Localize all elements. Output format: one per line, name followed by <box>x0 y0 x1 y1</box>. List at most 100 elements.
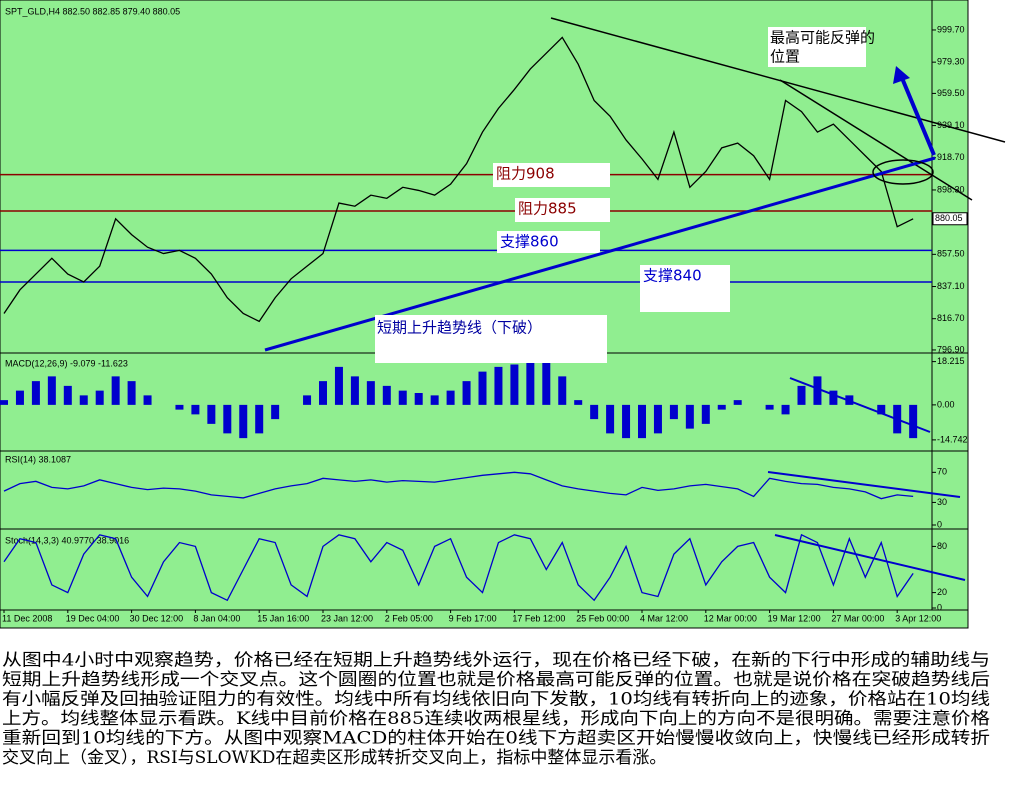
annotation-box <box>640 265 730 312</box>
level-label: 阻力885 <box>518 200 577 218</box>
paragraph-line: 从图中4小时中观察趋势，价格已经在短期上升趋势线外运行，现在价格已经下破，在新的… <box>2 651 990 671</box>
x-tick-label: 19 Dec 04:00 <box>66 613 120 623</box>
trend-line <box>779 79 973 201</box>
panel-title: SPT_GLD,H4 882.50 882.85 879.40 880.05 <box>5 6 180 16</box>
histogram-bar <box>590 404 599 420</box>
trend-line <box>774 534 966 581</box>
annotation: 最高可能反弹的 <box>770 29 875 47</box>
histogram-bar <box>398 390 407 405</box>
histogram-bar <box>382 385 391 405</box>
x-tick-label: 17 Feb 12:00 <box>512 613 565 623</box>
histogram-bar <box>733 400 742 405</box>
histogram-bar <box>669 404 678 420</box>
histogram-bar <box>223 404 232 434</box>
histogram-bar <box>829 390 838 405</box>
trend-line <box>789 377 931 433</box>
x-tick-label: 8 Jan 04:00 <box>193 613 240 623</box>
panel-title: RSI(14) 38.1087 <box>5 454 71 464</box>
annotation: 位置 <box>770 48 800 66</box>
y-tick-label: 979.30 <box>937 57 965 67</box>
histogram-bar <box>909 404 918 439</box>
price-box <box>932 212 968 226</box>
y-tick-label: 20 <box>937 587 947 597</box>
y-tick-label: 80 <box>937 541 947 551</box>
y-tick-label: 0 <box>937 602 942 612</box>
histogram-bar <box>510 364 519 405</box>
series-line <box>3 471 914 500</box>
y-tick-label: 999.70 <box>937 24 965 34</box>
histogram-bar <box>79 395 88 405</box>
y-tick-label: 939.10 <box>937 120 965 130</box>
series-line <box>3 36 914 323</box>
level-label: 支撑840 <box>643 267 702 285</box>
x-tick-label: 9 Feb 17:00 <box>449 613 497 623</box>
histogram-bar <box>701 404 710 424</box>
y-tick-label: 857.50 <box>937 249 965 259</box>
histogram-bar <box>446 390 455 405</box>
x-tick-label: 4 Mar 12:00 <box>640 613 688 623</box>
annotation: 短期上升趋势线（下破） <box>377 319 542 337</box>
description: 从图中4小时中观察趋势，价格已经在短期上升趋势线外运行，现在价格已经下破，在新的… <box>2 651 990 769</box>
y-tick-label: 918.70 <box>937 152 965 162</box>
paragraph-line: 重新回到10均线的下方。从图中观察MACD的柱体开始在0线下方超卖区开始慢慢收敛… <box>2 728 990 749</box>
histogram-bar <box>606 404 615 434</box>
histogram-bar <box>765 404 774 410</box>
y-tick-label: 0 <box>937 519 942 529</box>
trend-line <box>767 471 961 498</box>
histogram-bar <box>207 404 216 424</box>
histogram-bar <box>653 404 662 434</box>
price-label: 880.05 <box>935 213 963 223</box>
histogram-bar <box>0 400 8 405</box>
histogram-bar <box>526 362 535 405</box>
histogram-bar <box>334 366 343 405</box>
paragraph-line: 有小幅反弹及回抽验证阻力的有效性。均线中所有均线依旧向下发散，10均线有转折向上… <box>2 690 990 710</box>
x-tick-label: 27 Mar 00:00 <box>831 613 884 623</box>
histogram-bar <box>478 371 487 405</box>
histogram-bar <box>63 385 72 405</box>
histogram-bar <box>685 404 694 429</box>
histogram-bar <box>877 404 886 415</box>
histogram-bar <box>350 376 359 405</box>
histogram-bar <box>717 404 726 410</box>
paragraph-line: 上方。均线整体显示看跌。K线中目前价格在885连续收两根星线，形成向下向上的方向… <box>2 709 990 729</box>
histogram-bar <box>797 385 806 405</box>
marks: SPT_GLD,H4 882.50 882.85 879.40 880.05 99… <box>0 6 968 623</box>
x-tick-label: 19 Mar 12:00 <box>768 613 821 623</box>
x-tick-label: 3 Apr 12:00 <box>895 613 941 623</box>
histogram-bar <box>47 376 56 405</box>
annotation-box <box>768 27 866 67</box>
y-tick-label: 898.30 <box>937 184 965 194</box>
histogram-bar <box>542 362 551 405</box>
histogram-bar <box>95 390 104 405</box>
y-tick-label: 0.00 <box>937 399 955 409</box>
histogram-bar <box>622 404 631 439</box>
y-tick-label: 70 <box>937 467 947 477</box>
histogram-bar <box>239 404 248 439</box>
y-tick-label: 30 <box>937 497 947 507</box>
level-label: 支撑860 <box>500 233 559 251</box>
trend-line <box>550 17 1006 143</box>
histogram-bar <box>15 390 24 405</box>
x-tick-label: 11 Dec 2008 <box>2 613 52 623</box>
y-tick-label: 959.50 <box>937 88 965 98</box>
arrow-head <box>893 66 910 84</box>
x-tick-label: 30 Dec 12:00 <box>130 613 184 623</box>
histogram-bar <box>111 376 120 405</box>
paragraph-line: 短期上升趋势线形成一个交叉点。这个圆圈的位置也就是价格最高可能反弹的位置。也就是… <box>2 670 990 690</box>
histogram-bar <box>430 395 439 405</box>
cross-circle <box>872 159 934 185</box>
series-line <box>3 533 914 602</box>
histogram-bar <box>462 381 471 405</box>
histogram-bar <box>303 395 312 405</box>
y-tick-label: 837.10 <box>937 281 965 291</box>
histogram-bar <box>558 376 567 405</box>
paragraph-line: 交叉向上（金叉），RSI与SLOWKD在超卖区形成转折交叉向上，指标中整体显示看… <box>2 748 666 768</box>
histogram-bar <box>319 381 327 405</box>
histogram-bar <box>175 404 184 410</box>
histogram-bar <box>191 404 200 415</box>
histogram-bar <box>638 404 646 439</box>
level-label: 阻力908 <box>496 165 555 183</box>
histogram-bar <box>271 404 280 420</box>
histogram-bar <box>255 404 264 434</box>
